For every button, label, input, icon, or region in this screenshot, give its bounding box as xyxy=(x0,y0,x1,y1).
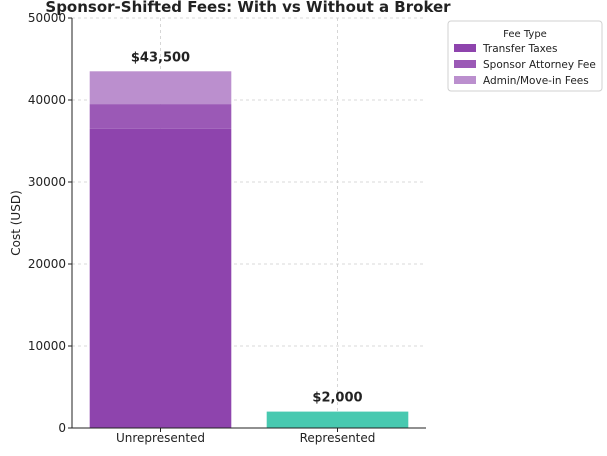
data-labels: $43,500 $2,000 xyxy=(131,50,363,405)
y-tick-label: 20000 xyxy=(28,257,66,271)
bar-transfer-taxes xyxy=(89,128,232,428)
y-axis-label: Cost (USD) xyxy=(9,190,23,256)
axes: 0 10000 20000 30000 40000 50000 Unrepresented R… xyxy=(28,11,426,445)
data-label: $43,500 xyxy=(131,50,190,65)
bar-admin-move-in-fees xyxy=(89,71,232,105)
y-tick-label: 50000 xyxy=(28,11,66,25)
legend-entry: Transfer Taxes xyxy=(482,43,558,55)
legend-entry: Sponsor Attorney Fee xyxy=(483,59,596,71)
bar-represented xyxy=(266,411,409,428)
data-label: $2,000 xyxy=(312,391,362,406)
legend-swatch xyxy=(454,76,476,84)
chart-title: Sponsor-Shifted Fees: With vs Without a … xyxy=(45,0,451,16)
bars xyxy=(89,71,409,428)
legend-title: Fee Type xyxy=(503,29,547,40)
legend-swatch xyxy=(454,44,476,52)
bar-sponsor-attorney-fee xyxy=(89,104,232,129)
y-tick-label: 40000 xyxy=(28,93,66,107)
y-tick-label: 30000 xyxy=(28,175,66,189)
y-tick-label: 10000 xyxy=(28,339,66,353)
x-tick-label: Represented xyxy=(300,431,376,445)
x-tick-label: Unrepresented xyxy=(116,431,205,445)
legend-frame xyxy=(447,20,603,92)
legend-swatch xyxy=(454,60,476,68)
legend-entry: Admin/Move-in Fees xyxy=(483,75,589,87)
legend: Fee Type Transfer Taxes Sponsor Attorney … xyxy=(447,20,603,92)
y-tick-label: 0 xyxy=(58,421,66,435)
